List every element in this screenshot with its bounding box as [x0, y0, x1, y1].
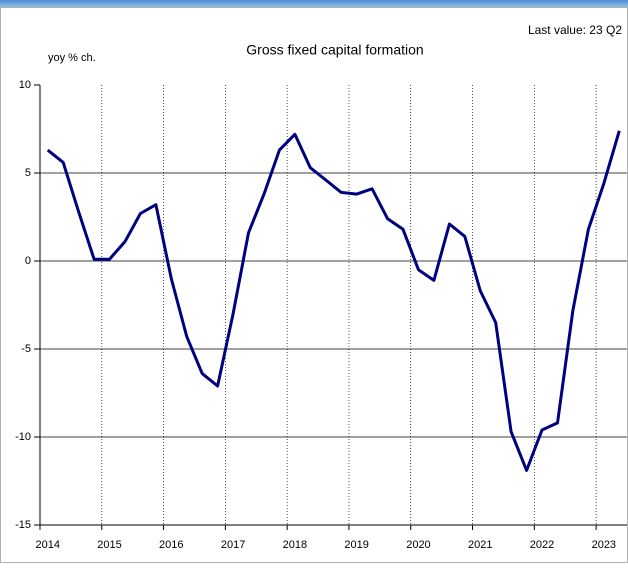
x-tick-label: 2021: [468, 539, 492, 551]
x-tick-label: 2017: [221, 539, 245, 551]
frame: [0, 7, 628, 563]
x-tick-label: 2019: [344, 539, 368, 551]
x-tick-label: 2022: [530, 539, 554, 551]
y-tick-label: -5: [21, 343, 31, 355]
y-tick-label: -10: [15, 431, 31, 443]
y-tick-label: 10: [19, 79, 31, 91]
chart-subtitle: Last value: 23 Q2: [528, 23, 622, 37]
x-tick-label: 2020: [406, 539, 430, 551]
x-tick-label: 2014: [35, 539, 59, 551]
y-tick-label: 0: [25, 255, 31, 267]
x-tick-label: 2016: [159, 539, 183, 551]
y-tick-label: -15: [15, 519, 31, 531]
y-tick-label: 5: [25, 167, 31, 179]
top-bar: [0, 0, 628, 7]
data-line: [46, 130, 621, 472]
x-tick-label: 2015: [97, 539, 121, 551]
x-tick-label: 2018: [283, 539, 307, 551]
x-tick-label: 2023: [592, 539, 616, 551]
chart-title: Gross fixed capital formation: [246, 42, 423, 58]
y-axis-label: yoy % ch.: [48, 52, 96, 64]
